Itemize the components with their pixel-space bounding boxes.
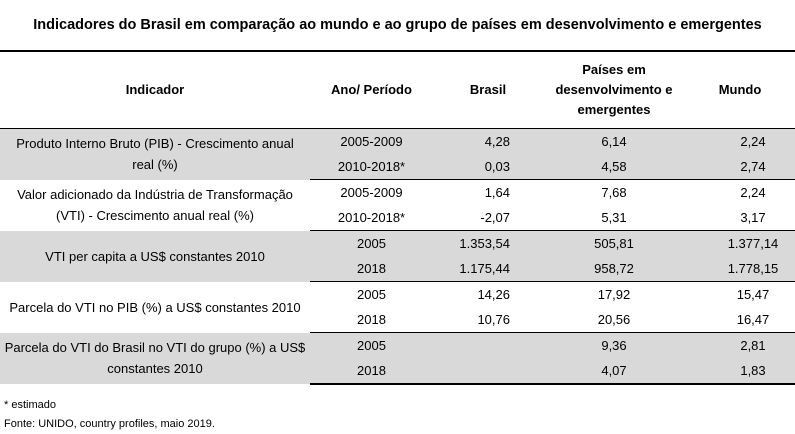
- period-cell: 2005-2009: [310, 128, 433, 154]
- emerging-cell: 4,58: [543, 154, 685, 180]
- table-row: Valor adicionado da Indústria de Transfo…: [0, 180, 795, 223]
- indicator-cell: Parcela do VTI no PIB (%) a US$ constant…: [9, 299, 301, 315]
- indicator-cell: Produto Interno Bruto (PIB) - Cresciment…: [0, 128, 310, 180]
- period-cell: 2010-2018*: [310, 154, 433, 180]
- world-cell: 2,24: [685, 128, 795, 154]
- period-cell: 2010-2018*: [310, 205, 433, 231]
- source-note: Fonte: UNIDO, country profiles, maio 201…: [4, 418, 215, 430]
- indicator-cell: Parcela do VTI do Brasil no VTI do grupo…: [0, 332, 310, 384]
- table-row: 2010-2018* 0,03 4,58 2,74: [0, 154, 795, 180]
- estimated-note: * estimado: [4, 399, 56, 411]
- emerging-cell: 958,72: [543, 256, 685, 282]
- header-emerging: Países em desenvolvimento e emergentes: [543, 52, 685, 129]
- table-title: Indicadores do Brasil em comparação ao m…: [33, 17, 762, 33]
- indicator-cell: Valor adicionado da Indústria de Transfo…: [17, 187, 293, 223]
- table-row: Parcela do VTI do Brasil no VTI do grupo…: [0, 332, 795, 384]
- indicator-cell: VTI per capita a US$ constantes 2010: [0, 230, 310, 282]
- table-row: 2018 4,07 1,83: [0, 358, 795, 385]
- top-rule: [0, 50, 795, 52]
- world-cell: 1.377,14: [685, 230, 795, 256]
- table-row: 2018 1.175,44 958,72 1.778,15: [0, 256, 795, 282]
- emerging-cell: 505,81: [543, 230, 685, 256]
- world-cell: 15,47: [736, 287, 770, 302]
- world-cell: 16,47: [685, 307, 795, 333]
- world-cell: 2,24: [740, 185, 766, 200]
- header-brasil: Brasil: [469, 82, 507, 97]
- period-cell: 2005: [310, 332, 433, 358]
- world-cell: 1.778,15: [685, 256, 795, 282]
- indicators-table: Indicador Ano/ Período Brasil Países em …: [0, 52, 795, 385]
- emerging-cell: 7,68: [601, 185, 627, 200]
- period-cell: 2005: [310, 230, 433, 256]
- header-world: Mundo: [718, 82, 762, 97]
- period-cell: 2005: [357, 287, 386, 302]
- emerging-cell: 20,56: [543, 307, 685, 333]
- brasil-cell: 14,26: [477, 287, 510, 302]
- emerging-cell: 5,31: [543, 205, 685, 231]
- brasil-cell: 4,28: [433, 128, 543, 154]
- period-cell: 2018: [310, 358, 433, 385]
- world-cell: 2,74: [685, 154, 795, 180]
- emerging-cell: 9,36: [543, 332, 685, 358]
- brasil-cell: 1.353,54: [433, 230, 543, 256]
- world-cell: 2,81: [685, 332, 795, 358]
- table-row: 2010-2018* -2,07 5,31 3,17: [0, 205, 795, 231]
- brasil-cell: [433, 332, 543, 358]
- header-row: Indicador Ano/ Período Brasil Países em …: [0, 52, 795, 129]
- brasil-cell: 1,64: [484, 185, 510, 200]
- emerging-cell: 6,14: [543, 128, 685, 154]
- period-cell: 2018: [310, 256, 433, 282]
- emerging-cell: 4,07: [543, 358, 685, 385]
- table-row: 2018 10,76 20,56 16,47: [0, 307, 795, 333]
- header-period: Ano/ Período: [331, 82, 412, 97]
- table-row: Produto Interno Bruto (PIB) - Cresciment…: [0, 128, 795, 180]
- header-indicator: Indicador: [125, 82, 185, 97]
- brasil-cell: -2,07: [433, 205, 543, 231]
- world-cell: 3,17: [685, 205, 795, 231]
- period-cell: 2018: [310, 307, 433, 333]
- period-cell: 2005-2009: [340, 185, 403, 200]
- brasil-cell: 0,03: [433, 154, 543, 180]
- table-row: Parcela do VTI no PIB (%) a US$ constant…: [0, 282, 795, 315]
- brasil-cell: 1.175,44: [433, 256, 543, 282]
- world-cell: 1,83: [685, 358, 795, 385]
- emerging-cell: 17,92: [597, 287, 631, 302]
- table-row: VTI per capita a US$ constantes 2010 200…: [0, 230, 795, 282]
- brasil-cell: [433, 358, 543, 385]
- brasil-cell: 10,76: [433, 307, 543, 333]
- header-emerging-label: Países em desenvolvimento e emergentes: [555, 62, 673, 117]
